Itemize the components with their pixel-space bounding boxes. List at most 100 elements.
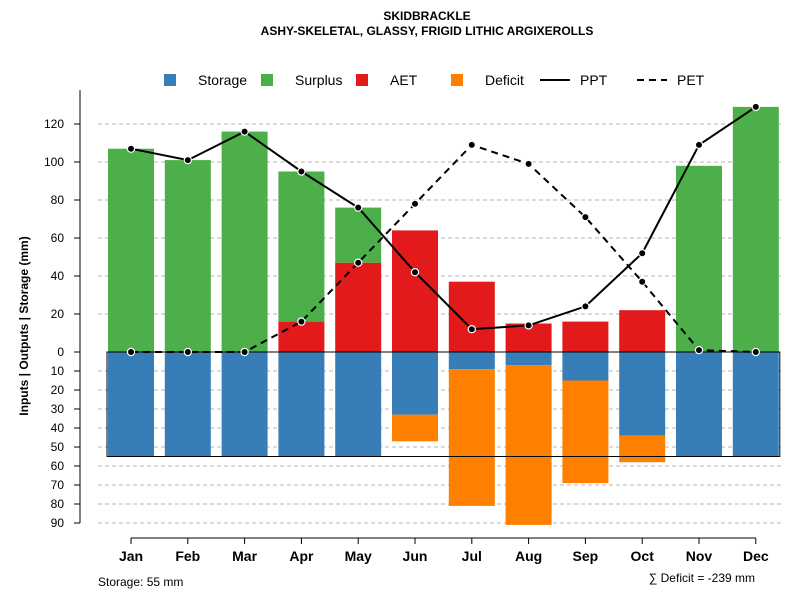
y-tick-label: 100 xyxy=(44,155,64,169)
aet-bar-apr xyxy=(278,321,325,352)
y-axis-label: Inputs | Outputs | Storage (mm) xyxy=(17,236,31,415)
ppt-point-may xyxy=(354,203,363,212)
ppt-point-jun xyxy=(410,268,420,277)
legend-item-aet: AET xyxy=(356,72,418,88)
bars xyxy=(108,106,779,525)
storage-bar-jun xyxy=(392,352,438,415)
y-tick-label: 0 xyxy=(57,345,64,359)
ppt-point-nov xyxy=(694,140,704,150)
pet-point-sep xyxy=(581,212,590,222)
ppt-point-sep xyxy=(581,302,590,311)
legend-item-surplus: Surplus xyxy=(261,72,342,88)
legend-label-ppt: PPT xyxy=(580,72,608,88)
x-tick-label-mar: Mar xyxy=(232,548,257,564)
storage-bar-aug xyxy=(505,352,552,366)
pet-point-feb xyxy=(183,347,192,357)
ppt-point-mar xyxy=(240,127,249,136)
pet-line xyxy=(131,143,756,353)
storage-bar-feb xyxy=(164,352,211,457)
storage-bar-jan xyxy=(108,352,154,457)
axes: 0 20 40 60 80 100 120 10 20 30 40 50 60 70 80 90 Jan Feb M… xyxy=(44,90,769,564)
storage-bar-dec xyxy=(732,352,779,457)
legend-swatch-aet xyxy=(356,74,368,86)
legend-swatch-surplus xyxy=(261,74,273,86)
lines xyxy=(126,102,761,357)
x-tick-label-oct: Oct xyxy=(631,548,655,564)
x-tick-label-jun: Jun xyxy=(403,548,428,564)
ppt-point-apr xyxy=(297,167,306,176)
aet-bar-oct xyxy=(619,310,666,352)
y-tick-label: 30 xyxy=(51,402,65,416)
pet-point-oct xyxy=(638,277,647,286)
pet-point-nov xyxy=(694,345,704,355)
y-tick-label: 50 xyxy=(51,440,65,454)
pet-point-jun xyxy=(410,199,420,208)
legend-item-storage: Storage xyxy=(164,72,247,88)
pet-point-jan xyxy=(126,347,136,357)
legend-label-storage: Storage xyxy=(198,72,247,88)
x-tick-label-apr: Apr xyxy=(289,548,314,564)
pet-point-may xyxy=(354,258,363,267)
chart-title: SKIDBRACKLE xyxy=(383,9,470,23)
storage-bar-nov xyxy=(676,352,722,457)
y-tick-label: 20 xyxy=(51,307,65,321)
surplus-bar-apr xyxy=(278,171,325,322)
surplus-bar-may xyxy=(335,207,382,263)
legend-item-ppt: PPT xyxy=(540,72,608,88)
storage-bar-oct xyxy=(619,352,666,436)
deficit-bar-aug xyxy=(505,365,552,525)
surplus-bar-nov xyxy=(676,165,722,352)
y-tick-label: 60 xyxy=(51,231,65,245)
deficit-bar-oct xyxy=(619,435,666,463)
pet-point-dec xyxy=(751,347,761,357)
surplus-bar-jan xyxy=(108,148,154,352)
legend-label-aet: AET xyxy=(390,72,418,88)
storage-bar-may xyxy=(335,352,382,457)
y-tick-label: 60 xyxy=(51,459,65,473)
aet-bar-jul xyxy=(448,281,495,352)
y-tick-label: 120 xyxy=(44,117,64,131)
legend: Storage Surplus AET Deficit PPT PET xyxy=(164,72,705,88)
surplus-bar-feb xyxy=(164,160,211,352)
aet-bar-jun xyxy=(392,230,438,352)
surplus-bar-mar xyxy=(221,131,268,352)
deficit-bar-sep xyxy=(562,380,609,484)
aet-bar-may xyxy=(335,262,382,352)
x-tick-label-sep: Sep xyxy=(573,548,599,564)
x-tick-label-aug: Aug xyxy=(515,548,542,564)
x-tick-label-may: May xyxy=(345,548,372,564)
ppt-point-oct xyxy=(638,248,647,258)
aet-bar-sep xyxy=(562,321,609,352)
x-tick-label-nov: Nov xyxy=(686,548,713,564)
ppt-point-dec xyxy=(751,102,761,112)
deficit-bar-jun xyxy=(392,414,438,442)
grid-lines xyxy=(98,123,782,524)
storage-bar-jul xyxy=(448,352,495,370)
x-tick-label-jul: Jul xyxy=(462,548,482,564)
x-tick-label-jan: Jan xyxy=(119,548,143,564)
storage-note: Storage: 55 mm xyxy=(98,575,183,589)
y-tick-label: 20 xyxy=(51,383,65,397)
y-tick-label: 80 xyxy=(51,193,65,207)
chart-subtitle: ASHY-SKELETAL, GLASSY, FRIGID LITHIC ARG… xyxy=(261,24,594,38)
ppt-point-feb xyxy=(183,155,192,165)
y-tick-label: 40 xyxy=(51,269,65,283)
ppt-point-jan xyxy=(126,144,136,153)
y-tick-label: 70 xyxy=(51,478,65,492)
surplus-bar-dec xyxy=(732,106,779,353)
legend-swatch-storage xyxy=(164,74,176,86)
x-tick-label-dec: Dec xyxy=(743,548,769,564)
x-tick-label-feb: Feb xyxy=(175,548,200,564)
legend-label-pet: PET xyxy=(677,72,705,88)
ppt-point-aug xyxy=(524,321,533,330)
legend-label-surplus: Surplus xyxy=(295,72,342,88)
y-tick-label: 80 xyxy=(51,497,65,511)
y-tick-label: 40 xyxy=(51,421,65,435)
pet-point-apr xyxy=(297,317,306,326)
storage-bar-apr xyxy=(278,352,325,457)
y-tick-label: 10 xyxy=(51,364,65,378)
pet-point-aug xyxy=(524,159,533,169)
legend-swatch-deficit xyxy=(451,74,463,86)
pet-point-jul xyxy=(467,140,476,150)
